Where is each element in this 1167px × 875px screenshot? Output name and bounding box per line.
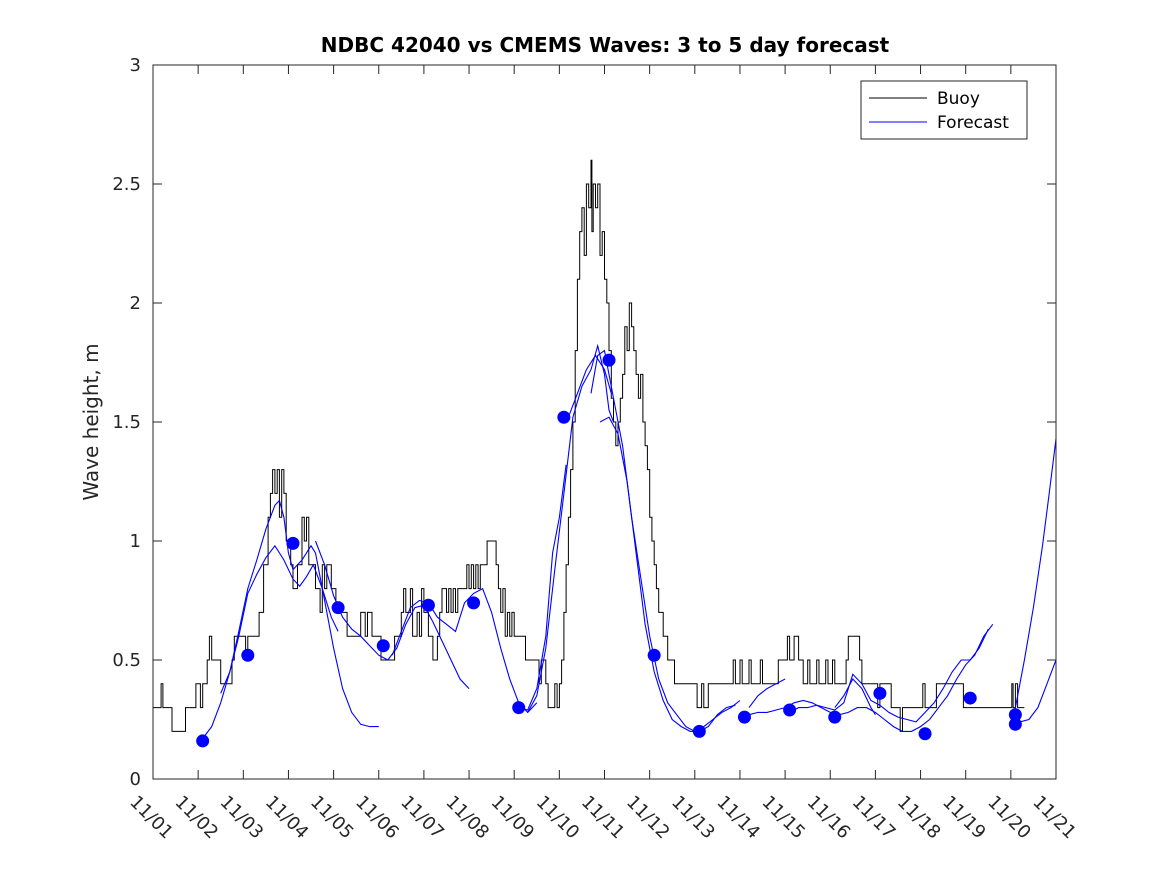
forecast-point-2 [286, 536, 300, 550]
forecast-point-16 [918, 727, 932, 741]
series-layer [153, 159, 1056, 748]
series-line-forecast-12 [834, 678, 876, 715]
legend-buoy-label: Buoy [937, 89, 980, 109]
series-line-forecast-11 [789, 628, 989, 723]
forecast-point-12 [737, 710, 751, 724]
forecast-point-4 [376, 639, 390, 653]
axis-ticks [152, 64, 1057, 780]
series-line-forecast-5 [527, 343, 615, 713]
y-tick-label: 0.5 [112, 650, 141, 671]
y-tick-label: 1.5 [112, 412, 141, 433]
plot-area [153, 65, 1056, 779]
forecast-point-11 [692, 724, 706, 738]
forecast-point-13 [783, 703, 797, 717]
series-line-forecast-0 [202, 499, 379, 739]
forecast-point-7 [512, 701, 526, 715]
y-tick-label: 2 [130, 293, 141, 314]
legend-box [860, 80, 1028, 140]
y-tick-label: 1 [130, 531, 141, 552]
forecast-point-1 [241, 648, 255, 662]
forecast-point-17 [963, 691, 977, 705]
forecast-point-18 [1008, 708, 1022, 722]
forecast-point-6 [467, 596, 481, 610]
series-line-forecast-14 [1010, 438, 1056, 727]
forecast-point-14 [828, 710, 842, 724]
y-tick-label: 3 [130, 55, 141, 76]
series-line-forecast-8 [599, 416, 736, 732]
forecast-point-3 [331, 601, 345, 615]
series-line-buoy [153, 159, 1025, 732]
chart-title: NDBC 42040 vs CMEMS Waves: 3 to 5 day fo… [321, 33, 890, 57]
y-axis-label: Wave height, m [79, 343, 103, 500]
forecast-point-8 [557, 410, 571, 424]
series-line-forecast-6 [567, 354, 612, 418]
forecast-point-0 [196, 734, 210, 748]
y-tick-label: 0 [130, 769, 141, 790]
forecast-point-15 [873, 686, 887, 700]
forecast-point-9 [602, 353, 616, 367]
series-line-forecast-1 [220, 544, 339, 694]
series-line-forecast-4 [518, 464, 567, 711]
y-tick-label: 2.5 [112, 174, 141, 195]
series-line-forecast-9 [739, 623, 994, 732]
legend: Buoy Forecast [860, 80, 1028, 140]
forecast-point-10 [647, 648, 661, 662]
series-line-forecast-3 [391, 587, 538, 714]
series-line-forecast-10 [748, 678, 786, 708]
plot-frame [152, 64, 1057, 780]
forecast-point-5 [421, 598, 435, 612]
forecast-point-19 [1008, 717, 1022, 731]
legend-forecast-label: Forecast [937, 113, 1009, 133]
